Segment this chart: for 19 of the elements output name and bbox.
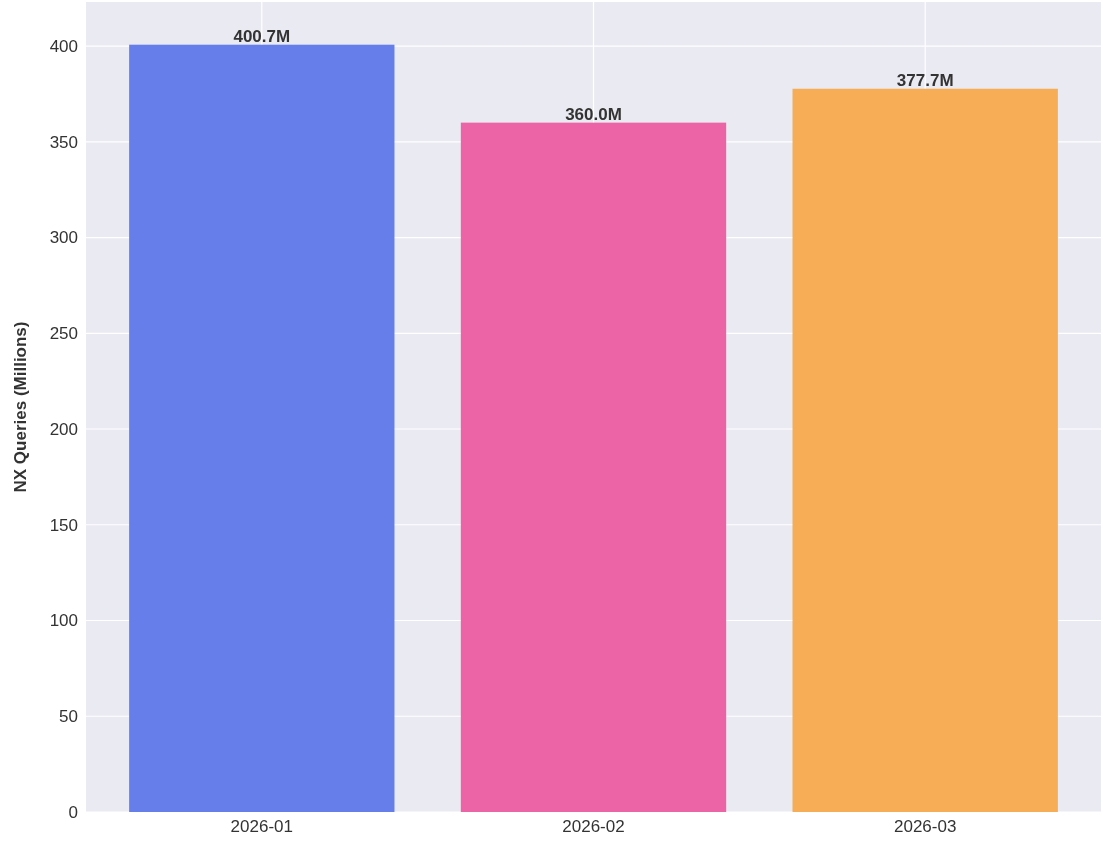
data-label: 360.0M — [565, 104, 622, 124]
y-tick-label: 400 — [49, 36, 78, 56]
y-tick-label: 350 — [49, 132, 78, 152]
y-tick-label: 300 — [49, 228, 78, 248]
y-tick-label: 100 — [49, 611, 78, 631]
bar — [460, 122, 727, 812]
y-tick-label: 250 — [49, 324, 78, 344]
bar — [129, 44, 395, 812]
y-tick-label: 200 — [49, 419, 78, 439]
y-tick-label: 50 — [59, 707, 78, 727]
y-tick-label: 0 — [68, 802, 78, 822]
y-tick-label: 150 — [49, 515, 78, 535]
x-tick-label: 2026-03 — [894, 817, 957, 836]
y-axis-title: NX Queries (Millions) — [11, 321, 30, 493]
bar — [792, 88, 1058, 812]
x-tick-label: 2026-02 — [562, 817, 625, 836]
data-label: 377.7M — [896, 70, 954, 90]
data-label: 400.7M — [233, 26, 291, 46]
x-tick-label: 2026-01 — [230, 817, 293, 836]
